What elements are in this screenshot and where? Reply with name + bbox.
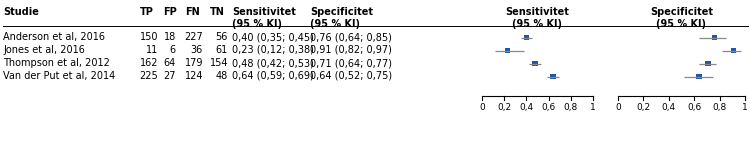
Bar [550, 74, 556, 79]
Text: 154: 154 [209, 58, 228, 68]
Text: 0,2: 0,2 [497, 103, 512, 112]
Text: 61: 61 [216, 45, 228, 55]
Bar [524, 35, 530, 40]
Text: Sensitivitet
(95 % KI): Sensitivitet (95 % KI) [232, 7, 296, 29]
Text: TP: TP [140, 7, 154, 17]
Text: 0,71 (0,64; 0,77): 0,71 (0,64; 0,77) [310, 58, 392, 68]
Text: 48: 48 [216, 71, 228, 81]
Text: 150: 150 [140, 32, 158, 42]
Text: 1: 1 [742, 103, 748, 112]
Text: 0: 0 [615, 103, 621, 112]
Text: 0,64 (0,52; 0,75): 0,64 (0,52; 0,75) [310, 71, 392, 81]
Text: TN: TN [210, 7, 225, 17]
Text: Specificitet
(95 % KI): Specificitet (95 % KI) [650, 7, 713, 29]
Text: 56: 56 [216, 32, 228, 42]
Text: Jones et al, 2016: Jones et al, 2016 [3, 45, 85, 55]
Text: Thompson et al, 2012: Thompson et al, 2012 [3, 58, 109, 68]
Text: Van der Put et al, 2014: Van der Put et al, 2014 [3, 71, 116, 81]
Bar [532, 61, 538, 66]
Text: 64: 64 [164, 58, 176, 68]
Bar [697, 74, 702, 79]
Text: 0,76 (0,64; 0,85): 0,76 (0,64; 0,85) [310, 32, 392, 42]
Bar [712, 35, 717, 40]
Text: Studie: Studie [3, 7, 39, 17]
Text: 0,40 (0,35; 0,45): 0,40 (0,35; 0,45) [232, 32, 314, 42]
Text: 0: 0 [479, 103, 484, 112]
Bar [705, 61, 711, 66]
Text: 0,4: 0,4 [662, 103, 676, 112]
Text: 0,4: 0,4 [519, 103, 533, 112]
Bar [505, 48, 510, 53]
Text: 225: 225 [140, 71, 158, 81]
Text: 124: 124 [184, 71, 203, 81]
Text: 0,6: 0,6 [542, 103, 556, 112]
Text: 0,91 (0,82; 0,97): 0,91 (0,82; 0,97) [310, 45, 392, 55]
Text: 27: 27 [164, 71, 176, 81]
Text: 6: 6 [170, 45, 176, 55]
Text: Sensitivitet
(95 % KI): Sensitivitet (95 % KI) [506, 7, 569, 29]
Text: 179: 179 [184, 58, 203, 68]
Text: 36: 36 [190, 45, 203, 55]
Text: 0,8: 0,8 [564, 103, 578, 112]
Text: 11: 11 [146, 45, 158, 55]
Text: 18: 18 [164, 32, 176, 42]
Text: 0,48 (0,42; 0,53): 0,48 (0,42; 0,53) [232, 58, 314, 68]
Text: 0,23 (0,12; 0,38): 0,23 (0,12; 0,38) [232, 45, 314, 55]
Text: 1: 1 [590, 103, 596, 112]
Text: 162: 162 [140, 58, 158, 68]
Bar [730, 48, 736, 53]
Text: 0,6: 0,6 [687, 103, 701, 112]
Text: Anderson et al, 2016: Anderson et al, 2016 [3, 32, 105, 42]
Text: FP: FP [163, 7, 177, 17]
Text: 0,64 (0,59; 0,69): 0,64 (0,59; 0,69) [232, 71, 314, 81]
Text: 227: 227 [184, 32, 203, 42]
Text: FN: FN [185, 7, 200, 17]
Text: 0,2: 0,2 [636, 103, 650, 112]
Text: Specificitet
(95 % KI): Specificitet (95 % KI) [310, 7, 373, 29]
Text: 0,8: 0,8 [712, 103, 727, 112]
